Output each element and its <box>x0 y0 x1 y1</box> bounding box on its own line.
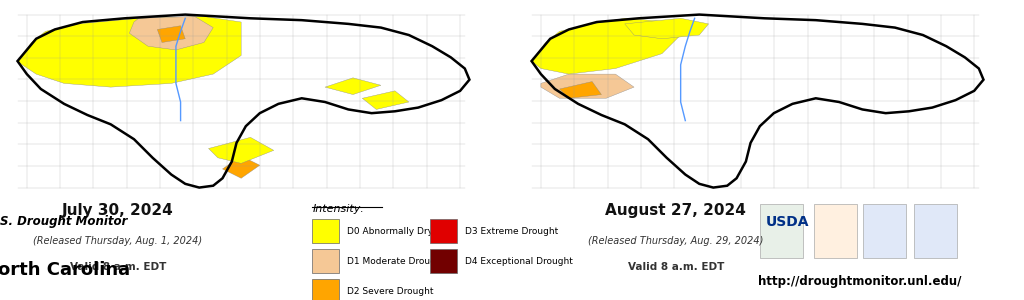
Text: North Carolina: North Carolina <box>0 261 130 279</box>
Text: Intensity:: Intensity: <box>312 204 365 214</box>
Polygon shape <box>541 74 634 98</box>
Polygon shape <box>222 156 260 178</box>
Bar <box>312 219 339 243</box>
Polygon shape <box>531 18 681 74</box>
Bar <box>914 204 957 258</box>
Bar <box>312 279 339 300</box>
Bar <box>760 204 803 258</box>
Polygon shape <box>17 16 242 87</box>
Polygon shape <box>129 16 213 50</box>
Text: Valid 8 a.m. EDT: Valid 8 a.m. EDT <box>70 262 166 272</box>
Polygon shape <box>325 78 381 94</box>
Text: Valid 8 a.m. EDT: Valid 8 a.m. EDT <box>628 262 724 272</box>
Polygon shape <box>531 15 983 187</box>
Text: D2 Severe Drought: D2 Severe Drought <box>347 286 433 296</box>
Bar <box>814 204 857 258</box>
Polygon shape <box>362 91 409 110</box>
Text: (Released Thursday, Aug. 1, 2024): (Released Thursday, Aug. 1, 2024) <box>33 236 203 245</box>
Bar <box>312 249 339 273</box>
Text: U.S. Drought Monitor: U.S. Drought Monitor <box>0 215 127 229</box>
Polygon shape <box>209 137 273 164</box>
Polygon shape <box>559 82 601 98</box>
Text: D4 Exceptional Drought: D4 Exceptional Drought <box>465 256 572 266</box>
Text: http://droughtmonitor.unl.edu/: http://droughtmonitor.unl.edu/ <box>759 275 962 289</box>
Text: (Released Thursday, Aug. 29, 2024): (Released Thursday, Aug. 29, 2024) <box>588 236 764 245</box>
Bar <box>430 219 457 243</box>
Text: D3 Extreme Drought: D3 Extreme Drought <box>465 226 558 236</box>
Text: August 27, 2024: August 27, 2024 <box>605 202 746 217</box>
Polygon shape <box>158 26 185 43</box>
Polygon shape <box>625 18 709 39</box>
Bar <box>430 249 457 273</box>
Bar <box>863 204 906 258</box>
Text: USDA: USDA <box>766 215 809 229</box>
Text: D1 Moderate Drought: D1 Moderate Drought <box>347 256 445 266</box>
Polygon shape <box>17 15 469 187</box>
Text: July 30, 2024: July 30, 2024 <box>61 202 174 217</box>
Text: D0 Abnormally Dry: D0 Abnormally Dry <box>347 226 433 236</box>
